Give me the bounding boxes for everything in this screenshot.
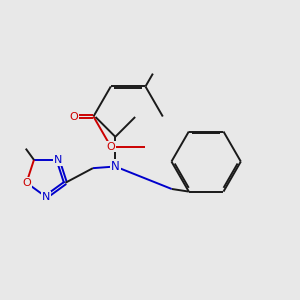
Text: N: N (54, 155, 62, 165)
Text: N: N (42, 192, 50, 202)
Text: N: N (111, 160, 120, 173)
Text: O: O (69, 112, 78, 122)
Text: O: O (22, 178, 31, 188)
Text: O: O (106, 142, 115, 152)
